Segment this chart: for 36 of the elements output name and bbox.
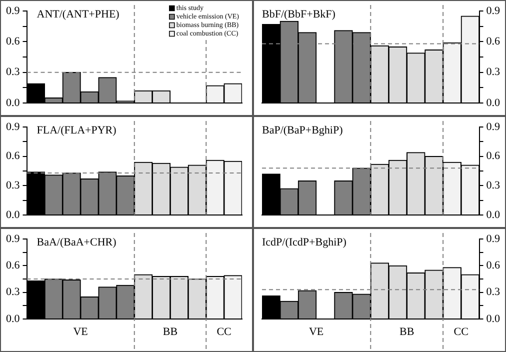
y-tick-label: 0.3 [6,66,20,78]
y-tick-label: 0.3 [6,180,20,192]
text: VE [73,326,88,338]
y-tick-label: 0.0 [486,96,500,109]
chart-title: IcdP/(IcdP+BghiP) [262,236,347,248]
y-tick-label: 0.9 [6,4,20,17]
y-tick-label: 0.0 [6,96,20,109]
text: CC [216,326,232,338]
y-tick-label: 0.6 [6,150,20,162]
chart-title: FLA/(FLA+PYR) [36,124,117,136]
y-tick-label: 0.0 [486,312,500,325]
y-tick-label: 0.6 [6,260,20,272]
y-tick-label: 0.3 [486,180,500,192]
y-tick-label: 0.3 [486,286,500,298]
text: VE [308,326,324,338]
y-tick-label: 0.6 [486,36,500,48]
y-tick-label: 0.9 [486,232,500,245]
y-tick-label: 0.9 [6,232,20,245]
y-tick-label: 0.6 [486,150,500,162]
y-tick-label: 0.6 [486,260,500,272]
chart-title: ANT/(ANT+PHE) [36,8,120,20]
chart-title: BaP/(BaP+BghiP) [262,124,344,136]
y-tick-label: 0.0 [486,208,500,221]
chart-title: BbF/(BbF+BkF) [262,8,336,20]
text: BB [399,326,414,338]
y-tick-label: 0.9 [6,120,20,133]
y-tick-label: 0.0 [6,208,20,221]
y-tick-label: 0.3 [486,66,500,78]
y-tick-label: 0.0 [6,312,20,325]
y-tick-label: 0.9 [486,4,500,17]
chart-title: BaA/(BaA+CHR) [36,236,117,248]
text: BB [162,326,178,338]
y-tick-label: 0.6 [6,36,20,48]
y-tick-label: 0.3 [6,286,20,298]
y-tick-label: 0.9 [486,120,500,133]
text: CC [454,326,468,338]
